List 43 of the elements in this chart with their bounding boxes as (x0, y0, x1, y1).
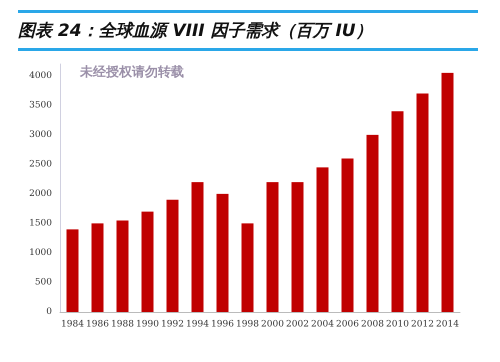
x-tick-label: 1996 (211, 320, 234, 330)
bar (166, 200, 178, 312)
x-tick-label: 2014 (436, 320, 460, 330)
bar (366, 134, 378, 312)
x-tick-label: 1992 (161, 320, 184, 330)
x-tick-label: 2008 (361, 320, 384, 330)
y-tick-label: 0 (46, 307, 52, 317)
annotation: 未经授权请勿转载 (79, 65, 184, 80)
bar (266, 182, 278, 312)
x-tick-label: 2006 (336, 320, 360, 330)
bar (242, 223, 254, 312)
y-tick-label: 3500 (29, 100, 52, 110)
bar (316, 167, 328, 312)
y-tick-label: 2500 (29, 159, 52, 170)
bar (66, 229, 78, 312)
bar (442, 72, 454, 312)
chart-title: 图表 24：全球血源 VIII 因子需求（百万 IU） (18, 10, 478, 51)
bar (92, 223, 104, 312)
x-tick-label: 1986 (86, 320, 110, 330)
bar (416, 94, 428, 312)
x-tick-label: 2002 (286, 320, 309, 330)
bar (116, 220, 128, 312)
x-tick-label: 1984 (61, 320, 84, 330)
x-tick-label: 1990 (136, 320, 160, 330)
x-tick-label: 2012 (411, 320, 434, 330)
y-tick-label: 2000 (29, 188, 52, 199)
bar (142, 212, 154, 312)
x-tick-label: 1998 (236, 320, 260, 330)
y-tick-label: 500 (34, 277, 52, 288)
x-tick-label: 2004 (311, 320, 334, 330)
y-tick-label: 3000 (29, 130, 52, 140)
x-tick-label: 2000 (261, 320, 284, 330)
y-tick-label: 1500 (29, 218, 52, 228)
x-tick-label: 2010 (386, 320, 410, 330)
y-tick-label: 1000 (29, 248, 52, 258)
x-tick-label: 1988 (111, 320, 134, 330)
x-tick-label: 1994 (186, 320, 210, 330)
bar (192, 182, 204, 312)
y-tick-label: 4000 (29, 70, 52, 81)
bar (392, 111, 404, 312)
bar (292, 182, 304, 312)
bar (342, 158, 354, 312)
bar (216, 194, 228, 312)
